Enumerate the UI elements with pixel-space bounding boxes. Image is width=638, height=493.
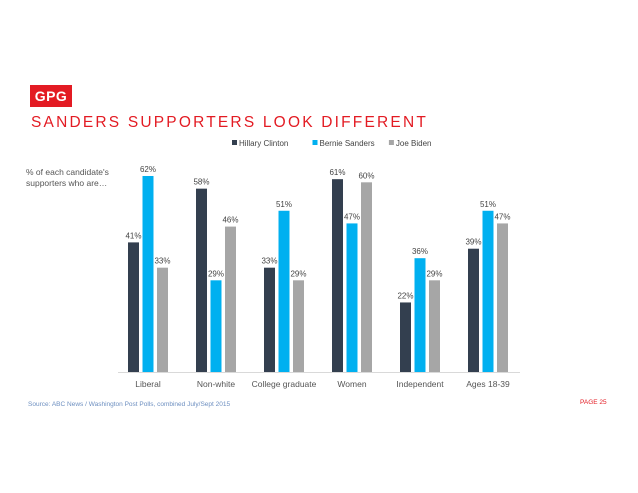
value-label-hillary-clinton-non-white: 58%: [193, 178, 209, 187]
category-label-women: Women: [337, 379, 366, 389]
bar-bernie-sanders-women: [346, 223, 358, 372]
value-label-bernie-sanders-liberal: 62%: [140, 165, 156, 174]
bar-joe-biden-women: [361, 182, 372, 372]
value-label-joe-biden-college-graduate: 29%: [290, 269, 306, 278]
value-label-bernie-sanders-independent: 36%: [412, 247, 428, 256]
bar-joe-biden-liberal: [157, 267, 168, 372]
legend-label-hillary-clinton: Hillary Clinton: [239, 139, 288, 148]
value-label-hillary-clinton-women: 61%: [329, 168, 345, 177]
bar-bernie-sanders-liberal: [142, 176, 154, 372]
bar-bernie-sanders-ages-18-39: [482, 210, 494, 372]
bar-joe-biden-college-graduate: [293, 280, 304, 372]
bar-bernie-sanders-college-graduate: [278, 210, 290, 372]
category-label-college-graduate: College graduate: [252, 379, 317, 389]
value-label-joe-biden-ages-18-39: 47%: [494, 212, 510, 221]
value-label-bernie-sanders-women: 47%: [344, 212, 360, 221]
bar-bernie-sanders-independent: [414, 258, 426, 372]
bar-joe-biden-non-white: [225, 226, 236, 372]
bar-hillary-clinton-liberal: [128, 242, 139, 372]
value-label-hillary-clinton-liberal: 41%: [125, 231, 141, 240]
legend-label-bernie-sanders: Bernie Sanders: [320, 139, 375, 148]
value-label-bernie-sanders-college-graduate: 51%: [276, 200, 292, 209]
bar-hillary-clinton-college-graduate: [264, 267, 275, 372]
chart-subtitle: % of each candidate's supporters who are…: [26, 167, 109, 188]
value-label-joe-biden-women: 60%: [358, 171, 374, 180]
bar-hillary-clinton-women: [332, 179, 343, 372]
value-label-bernie-sanders-ages-18-39: 51%: [480, 200, 496, 209]
page-number: PAGE 25: [580, 399, 607, 406]
legend-swatch-joe-biden: [388, 140, 394, 145]
category-label-independent: Independent: [396, 379, 444, 389]
category-label-liberal: Liberal: [135, 379, 161, 389]
source-note: Source: ABC News / Washington Post Polls…: [28, 401, 231, 408]
bar-joe-biden-independent: [429, 280, 440, 372]
value-label-joe-biden-non-white: 46%: [222, 216, 238, 225]
gpg-logo: GPG: [30, 85, 72, 107]
legend: Hillary Clinton Bernie Sanders Joe Biden: [232, 139, 431, 148]
value-label-joe-biden-independent: 29%: [426, 269, 442, 278]
page-title: SANDERS SUPPORTERS LOOK DIFFERENT: [31, 114, 429, 131]
bar-joe-biden-ages-18-39: [497, 223, 508, 372]
category-label-non-white: Non-white: [197, 379, 236, 389]
bar-hillary-clinton-independent: [400, 302, 411, 372]
legend-swatch-hillary-clinton: [232, 140, 237, 145]
value-label-hillary-clinton-college-graduate: 33%: [261, 257, 277, 266]
value-label-joe-biden-liberal: 33%: [154, 257, 170, 266]
bar-bernie-sanders-non-white: [210, 280, 222, 372]
value-labels: 41% 62% 33% 58% 29% 46% 33% 51% 29% 61% 47% 60% 22% 3…: [125, 165, 510, 300]
category-label-ages-18-39: Ages 18-39: [466, 379, 510, 389]
bars: [128, 176, 508, 372]
legend-label-joe-biden: Joe Biden: [396, 139, 432, 148]
value-label-bernie-sanders-non-white: 29%: [208, 269, 224, 278]
bar-hillary-clinton-non-white: [196, 188, 207, 372]
value-label-hillary-clinton-independent: 22%: [397, 291, 413, 300]
value-label-hillary-clinton-ages-18-39: 39%: [465, 238, 481, 247]
legend-swatch-bernie-sanders: [312, 140, 318, 145]
category-labels: Liberal Non-white College graduate Women Ind…: [135, 379, 510, 389]
bar-hillary-clinton-ages-18-39: [468, 248, 479, 372]
